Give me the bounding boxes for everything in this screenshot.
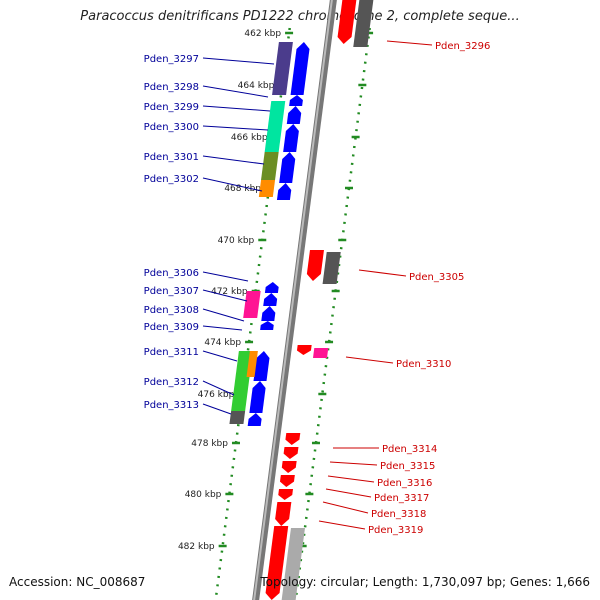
map-title: Paracoccus denitrificans PD1222 chromoso…	[80, 9, 520, 24]
gene-leader-left	[202, 57, 275, 65]
cog-block-right	[312, 348, 329, 358]
gene-label-left: Pden_3307	[144, 286, 199, 297]
reverse-gene-arrow	[285, 433, 301, 445]
topology-label: Topology: circular; Length: 1,730,097 bp…	[260, 575, 590, 589]
reverse-gene-arrow	[275, 502, 292, 526]
gene-label-right: Pden_3296	[435, 41, 490, 52]
reverse-gene-arrow	[306, 250, 324, 281]
gene-label-left: Pden_3299	[144, 102, 199, 113]
gene-label-left: Pden_3301	[144, 152, 199, 163]
reverse-gene-arrow	[278, 489, 294, 500]
gene-label-left: Pden_3298	[144, 82, 199, 93]
kbp-label: 464 kbp	[238, 81, 275, 91]
kbp-label: 466 kbp	[231, 133, 268, 143]
reverse-gene-arrow	[279, 475, 295, 487]
kbp-label: 476 kbp	[198, 390, 235, 400]
gene-label-left: Pden_3306	[144, 268, 199, 279]
gene-label-right: Pden_3314	[382, 444, 437, 455]
gene-label-left: Pden_3312	[144, 377, 199, 388]
gene-label-right: Pden_3315	[380, 461, 435, 472]
cog-block-left	[264, 124, 283, 152]
gene-label-left: Pden_3308	[144, 305, 199, 316]
reverse-gene-arrow	[265, 526, 289, 600]
gene-leader-left	[202, 105, 271, 112]
gene-label-right: Pden_3310	[396, 359, 451, 370]
gene-leader-right	[318, 520, 366, 530]
forward-gene-arrow	[261, 306, 276, 321]
gene-label-right: Pden_3317	[374, 493, 429, 504]
forward-gene-arrow	[249, 381, 266, 413]
reverse-gene-arrow	[283, 447, 299, 459]
cog-block-right	[322, 252, 341, 284]
gene-leader-left	[202, 403, 232, 415]
gene-leader-left	[202, 325, 243, 331]
kbp-label: 470 kbp	[218, 236, 255, 246]
forward-gene-arrow	[264, 282, 279, 293]
gene-leader-left	[202, 125, 269, 131]
forward-gene-arrow	[286, 106, 302, 124]
kbp-label: 480 kbp	[185, 490, 222, 500]
gene-label-right: Pden_3319	[368, 525, 423, 536]
reverse-gene-arrow	[281, 461, 297, 473]
gene-leader-right	[358, 269, 407, 277]
gene-leader-right	[329, 461, 378, 466]
gene-leader-left	[202, 308, 245, 322]
forward-gene-arrow	[247, 413, 262, 426]
kbp-label: 482 kbp	[178, 542, 215, 552]
gene-label-left: Pden_3313	[144, 400, 199, 411]
cog-block-left	[231, 377, 250, 411]
cog-block-left	[268, 101, 286, 124]
kbp-label: 474 kbp	[204, 338, 241, 348]
kbp-label: 462 kbp	[244, 29, 281, 39]
cog-block-left	[272, 42, 293, 95]
forward-gene-arrow	[279, 152, 296, 183]
backbone-line	[252, 0, 337, 600]
gene-leader-left	[202, 380, 235, 396]
backbone-highlight	[253, 0, 333, 600]
cog-block-left	[261, 152, 279, 180]
gene-leader-right	[325, 488, 372, 498]
kbp-label: 478 kbp	[191, 439, 228, 449]
cog-block-left	[243, 291, 261, 318]
kbp-label: 472 kbp	[211, 287, 248, 297]
cog-block-right	[353, 0, 374, 47]
cog-block-right	[281, 528, 305, 600]
accession-label: Accession: NC_008687	[9, 575, 146, 589]
reverse-gene-arrow	[337, 0, 357, 44]
forward-gene-arrow	[263, 293, 278, 306]
gene-leader-left	[202, 177, 263, 192]
gene-leader-left	[202, 155, 265, 165]
gene-leader-right	[386, 40, 433, 46]
gene-label-left: Pden_3297	[144, 54, 199, 65]
cog-block-left	[229, 411, 246, 424]
gene-label-right: Pden_3318	[371, 509, 426, 520]
kbp-label: 468 kbp	[224, 184, 261, 194]
cog-block-left	[258, 180, 276, 197]
gene-leader-right	[322, 501, 369, 514]
forward-gene-arrow	[290, 42, 310, 95]
gene-label-right: Pden_3305	[409, 272, 464, 283]
gene-leader-left	[202, 85, 269, 98]
reverse-gene-arrow	[296, 345, 312, 355]
gene-leader-left	[202, 350, 238, 362]
gene-label-right: Pden_3316	[377, 478, 432, 489]
gene-label-left: Pden_3311	[144, 347, 199, 358]
forward-gene-arrow	[253, 351, 270, 381]
gene-leader-right	[327, 475, 375, 483]
forward-gene-arrow	[289, 95, 303, 106]
forward-gene-arrow	[260, 321, 274, 330]
gene-label-left: Pden_3309	[144, 322, 199, 333]
gene-leader-left	[202, 271, 249, 282]
cog-block-left-secondary	[246, 351, 258, 377]
forward-gene-arrow	[276, 183, 292, 200]
forward-gene-arrow	[283, 124, 299, 152]
gene-leader-right	[345, 356, 394, 364]
tick-track-right	[294, 27, 371, 600]
gene-label-left: Pden_3302	[144, 174, 199, 185]
gene-label-left: Pden_3300	[144, 122, 199, 133]
gene-leader-left	[202, 289, 248, 302]
